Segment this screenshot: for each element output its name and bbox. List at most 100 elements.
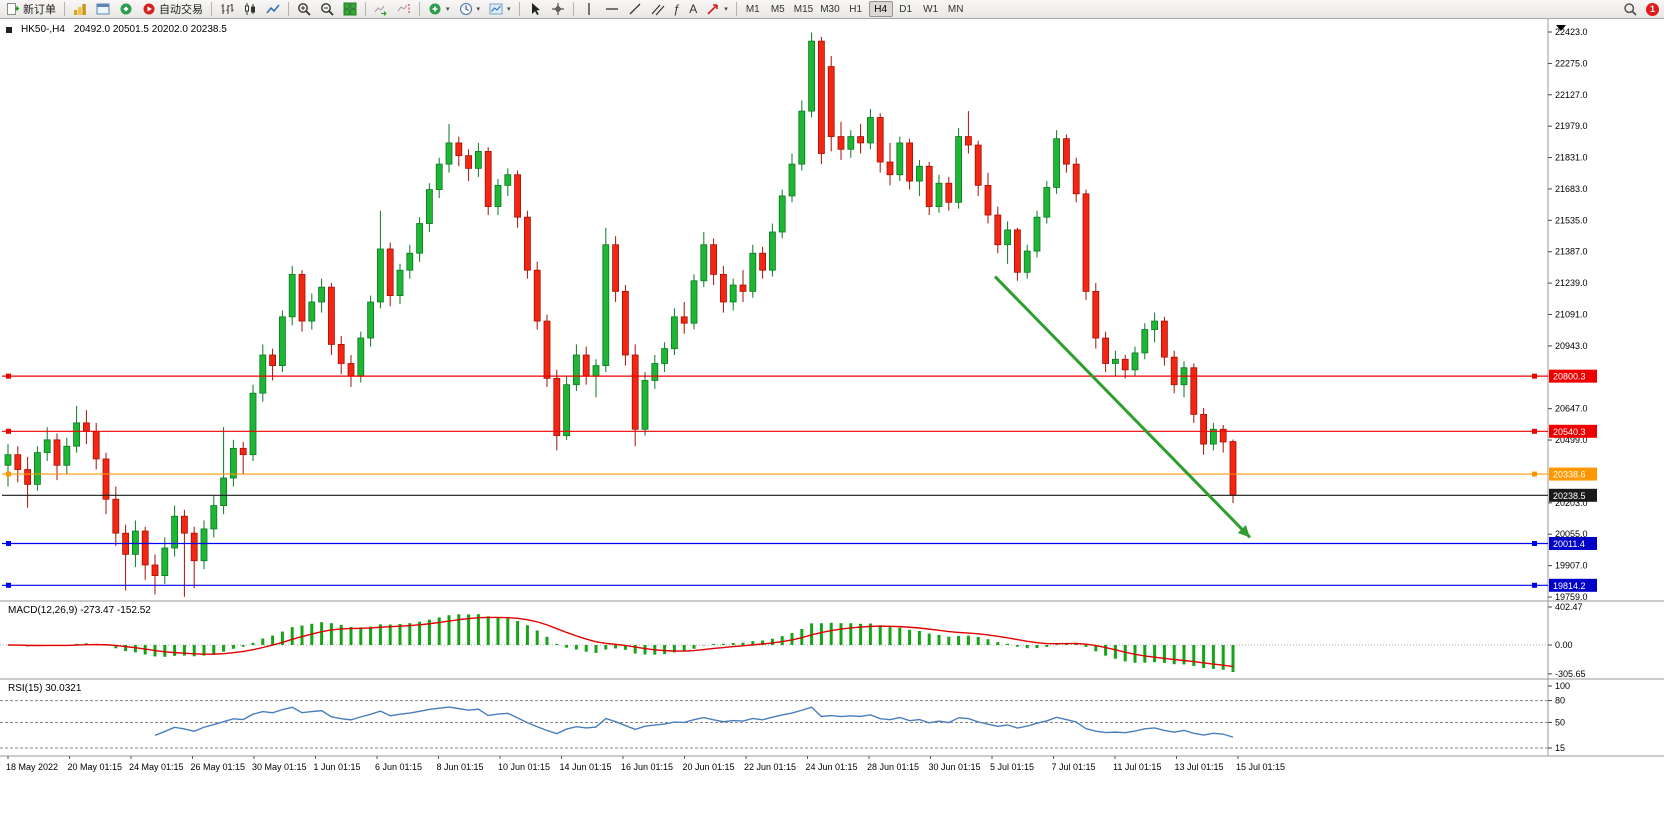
fibonacci-icon: ƒ xyxy=(673,2,681,16)
svg-text:22423.0: 22423.0 xyxy=(1555,27,1588,37)
line-chart-button[interactable] xyxy=(262,1,284,18)
chevron-down-icon: ▾ xyxy=(446,6,450,13)
chart-shift-icon xyxy=(397,2,411,16)
price-badge xyxy=(1549,369,1597,383)
svg-text:15: 15 xyxy=(1555,743,1565,753)
tile-windows-button[interactable] xyxy=(339,1,361,18)
zoom-in-icon xyxy=(297,2,311,16)
svg-text:14 Jun 01:15: 14 Jun 01:15 xyxy=(560,762,612,772)
market-watch-button[interactable] xyxy=(92,1,114,18)
fibonacci-tool-button[interactable]: ƒ xyxy=(670,1,685,18)
new-order-label: 新订单 xyxy=(23,4,56,16)
symbol-marker-icon[interactable] xyxy=(6,26,12,33)
horizontal-line-icon xyxy=(605,2,619,16)
symbol-ohlc: 20492.0 20501.5 20202.0 20238.5 xyxy=(73,24,227,35)
hlines-layer[interactable]: 20800.3 20540.3 20338.6 20238.5 20011.4 19814… xyxy=(2,369,1597,592)
auto-scroll-button[interactable] xyxy=(370,1,392,18)
divider xyxy=(419,2,420,16)
svg-text:15 Jul 01:15: 15 Jul 01:15 xyxy=(1236,762,1285,772)
toolbar-right-group: 1 xyxy=(1619,1,1662,18)
chart-shift-button[interactable] xyxy=(393,1,415,18)
line-chart-icon xyxy=(266,2,280,16)
divider xyxy=(735,2,737,16)
timeframe-h1[interactable]: H1 xyxy=(844,1,868,17)
timeframe-m15[interactable]: M15 xyxy=(791,1,816,17)
svg-text:7 Jul 01:15: 7 Jul 01:15 xyxy=(1052,762,1096,772)
chart-image-icon xyxy=(489,2,503,16)
trend-arrow[interactable] xyxy=(993,275,1252,539)
auto-trading-label: 自动交易 xyxy=(159,4,203,16)
profiles-icon xyxy=(73,2,87,16)
svg-text:1 Jun 01:15: 1 Jun 01:15 xyxy=(314,762,361,772)
svg-text:20943.0: 20943.0 xyxy=(1555,341,1588,351)
divider xyxy=(572,2,574,16)
clock-icon xyxy=(459,2,473,16)
cursor-button[interactable] xyxy=(524,1,546,18)
zoom-out-icon xyxy=(320,2,334,16)
svg-text:28 Jun 01:15: 28 Jun 01:15 xyxy=(867,762,919,772)
templates-button[interactable]: ▾ xyxy=(485,1,515,18)
timeframe-m1[interactable]: M1 xyxy=(741,1,765,17)
timeframe-w1[interactable]: W1 xyxy=(919,1,943,17)
trendline-tool-button[interactable] xyxy=(624,1,646,18)
svg-text:21979.0: 21979.0 xyxy=(1555,121,1588,131)
profiles-button[interactable] xyxy=(69,1,91,18)
rsi-label: RSI(15) 30.0321 xyxy=(8,683,81,694)
timeframe-h4[interactable]: H4 xyxy=(868,1,893,17)
text-tool-button[interactable]: A xyxy=(685,1,701,18)
channel-tool-button[interactable] xyxy=(647,1,669,18)
svg-text:100: 100 xyxy=(1555,681,1570,691)
arrow-stamp-icon xyxy=(706,2,720,16)
svg-text:20011.4: 20011.4 xyxy=(1553,539,1585,549)
chart-area[interactable]: 22423.0 22275.0 22127.0 21979.0 21831.0 21683… xyxy=(0,19,1664,831)
auto-trading-button[interactable]: 自动交易 xyxy=(138,1,207,18)
svg-text:6 Jun 01:15: 6 Jun 01:15 xyxy=(375,762,422,772)
new-order-icon xyxy=(6,2,20,16)
crosshair-button[interactable] xyxy=(547,1,569,18)
svg-text:402.47: 402.47 xyxy=(1555,602,1583,612)
svg-text:30 May 01:15: 30 May 01:15 xyxy=(252,762,307,772)
svg-text:20 May 01:15: 20 May 01:15 xyxy=(68,762,123,772)
candles-layer xyxy=(4,32,1237,597)
search-button[interactable] xyxy=(1619,1,1641,18)
new-order-button[interactable]: 新订单 xyxy=(2,1,60,18)
svg-text:20800.3: 20800.3 xyxy=(1553,372,1586,382)
zoom-out-button[interactable] xyxy=(316,1,338,18)
price-badge xyxy=(1549,488,1597,502)
zoom-in-button[interactable] xyxy=(293,1,315,18)
navigator-button[interactable] xyxy=(115,1,137,18)
price-badge xyxy=(1549,536,1597,550)
vertical-line-tool-button[interactable] xyxy=(578,1,600,18)
text-icon: A xyxy=(689,2,698,16)
candle-chart-button[interactable] xyxy=(239,1,261,18)
arrows-tool-button[interactable]: ▾ xyxy=(702,1,732,18)
bar-chart-button[interactable] xyxy=(216,1,238,18)
timeframe-d1[interactable]: D1 xyxy=(894,1,918,17)
symbol-title: HK50-,H4 xyxy=(21,24,65,35)
svg-text:19814.2: 19814.2 xyxy=(1553,581,1586,591)
market-watch-icon xyxy=(96,2,110,16)
svg-text:8 Jun 01:15: 8 Jun 01:15 xyxy=(437,762,484,772)
svg-text:19759.0: 19759.0 xyxy=(1555,592,1588,602)
horizontal-line-tool-button[interactable] xyxy=(601,1,623,18)
navigator-icon xyxy=(119,2,133,16)
price-chart[interactable]: 22423.0 22275.0 22127.0 21979.0 21831.0 21683… xyxy=(0,19,1664,831)
main-toolbar: 新订单 自动交易 xyxy=(0,0,1664,19)
timeframe-m30[interactable]: M30 xyxy=(817,1,842,17)
svg-text:19907.0: 19907.0 xyxy=(1555,561,1588,571)
notification-badge[interactable]: 1 xyxy=(1646,2,1659,16)
price-badge xyxy=(1549,578,1597,592)
svg-text:20540.3: 20540.3 xyxy=(1553,427,1586,437)
timeframe-mn[interactable]: MN xyxy=(944,1,968,17)
svg-text:21683.0: 21683.0 xyxy=(1555,184,1588,194)
indicators-button[interactable]: ▾ xyxy=(424,1,454,18)
scroll-to-end-marker[interactable] xyxy=(1556,25,1566,31)
ohlc-bars-icon xyxy=(220,2,234,16)
divider xyxy=(518,2,520,16)
periods-button[interactable]: ▾ xyxy=(455,1,485,18)
timeframe-m5[interactable]: M5 xyxy=(766,1,790,17)
chevron-down-icon: ▾ xyxy=(507,6,511,13)
indicators-icon xyxy=(428,2,442,16)
rsi-value: 30.0321 xyxy=(45,683,82,694)
price-axis: 22423.0 22275.0 22127.0 21979.0 21831.0 21683… xyxy=(1548,27,1588,602)
